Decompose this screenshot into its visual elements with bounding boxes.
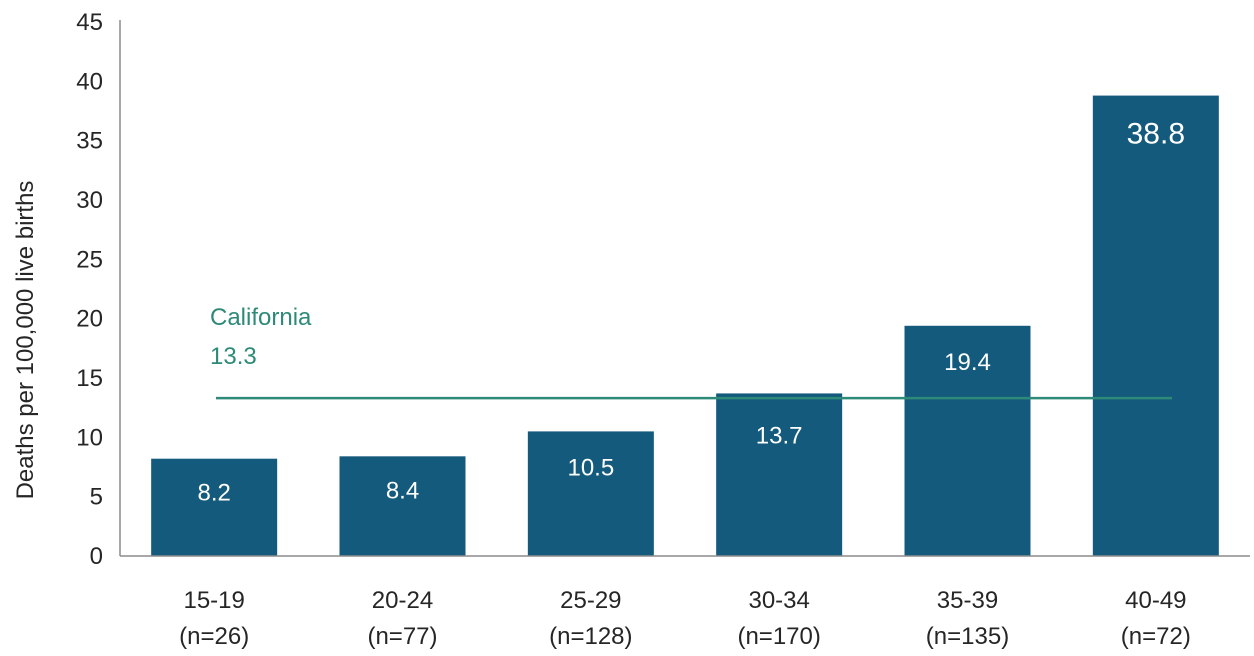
y-tick-label: 10: [76, 424, 103, 451]
y-tick-label: 15: [76, 365, 103, 392]
bar: [527, 431, 654, 556]
x-tick-label: 40-49: [1125, 587, 1186, 614]
y-axis-label: Deaths per 100,000 live births: [12, 181, 39, 500]
x-tick-label: 35-39: [937, 587, 998, 614]
y-tick-label: 25: [76, 246, 103, 273]
bar: [1092, 95, 1219, 556]
x-tick-label: 15-19: [183, 587, 244, 614]
x-tick-label: 20-24: [372, 587, 433, 614]
reference-line-group: California 13.3: [210, 304, 1172, 400]
y-tick-label: 0: [90, 543, 103, 570]
y-tick-label: 45: [76, 9, 103, 36]
x-tick-label: 25-29: [560, 587, 621, 614]
bar-value-label: 19.4: [944, 349, 991, 376]
bar-value-label: 8.2: [197, 480, 230, 507]
x-tick-label: 30-34: [748, 587, 809, 614]
x-tick-sublabel: (n=135): [926, 623, 1009, 650]
x-axis: 15-19 (n=26) 20-24 (n=77) 25-29 (n=128) 30-34 (…: [120, 555, 1250, 650]
y-tick-label: 40: [76, 68, 103, 95]
y-tick-label: 5: [90, 484, 103, 511]
y-tick-label: 35: [76, 128, 103, 155]
x-tick-sublabel: (n=170): [737, 623, 820, 650]
bar-value-label: 38.8: [1127, 118, 1185, 151]
bar-value-label: 10.5: [567, 454, 614, 481]
bar: [904, 325, 1031, 556]
y-axis: 0 5 10 15 20 25 30 35 40 45: [76, 9, 121, 570]
y-tick-label: 30: [76, 187, 103, 214]
bar-value-label: 13.7: [756, 422, 803, 449]
x-tick-sublabel: (n=72): [1121, 623, 1191, 650]
bar: [151, 458, 278, 556]
bar: [716, 393, 843, 556]
x-tick-sublabel: (n=77): [367, 623, 437, 650]
y-tick-label: 20: [76, 306, 103, 333]
reference-line-value: 13.3: [210, 343, 257, 370]
x-tick-sublabel: (n=26): [179, 623, 249, 650]
bars: 8.2 8.4 10.5 13.7 19.4 38.8: [151, 95, 1219, 556]
x-tick-sublabel: (n=128): [549, 623, 632, 650]
bar-value-label: 8.4: [386, 477, 419, 504]
reference-line-name: California: [210, 304, 312, 331]
bar: [339, 456, 466, 556]
